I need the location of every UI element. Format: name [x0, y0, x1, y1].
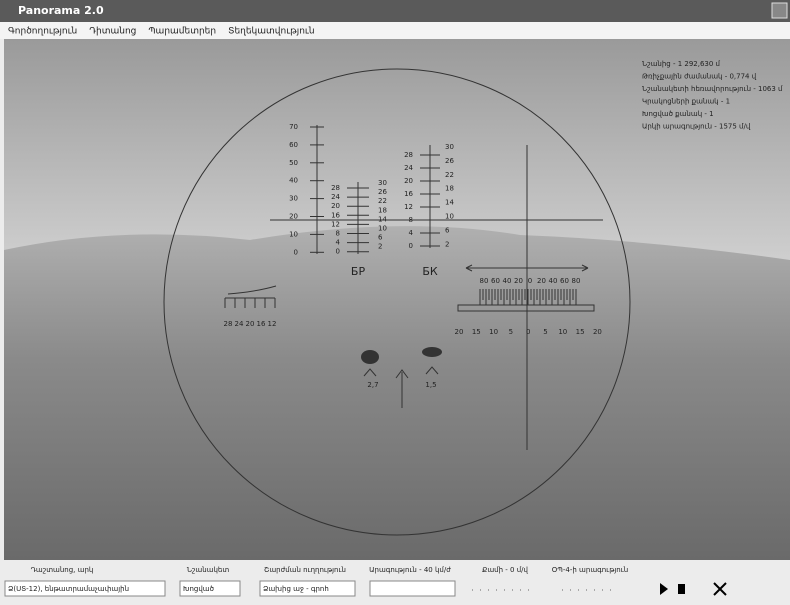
scale-label: 10	[289, 230, 298, 238]
pause-button[interactable]	[678, 584, 685, 594]
wind-label: 20	[537, 277, 546, 285]
scale-label: 18	[378, 206, 387, 214]
select-value[interactable]: Ձախից աջ - գրոհ	[263, 585, 329, 593]
title-bar	[0, 0, 790, 22]
scale-label: 28	[331, 184, 340, 192]
scale-label: 18	[445, 185, 454, 193]
wind-label: 20	[593, 328, 602, 336]
scale-label: 10	[378, 225, 387, 233]
lead-label: 28	[224, 320, 233, 328]
lead-label: 20	[246, 320, 255, 328]
br-label: БР	[351, 265, 366, 278]
control-label: ՕՊ-4-ի արագություն	[552, 566, 628, 574]
wind-label: 0	[528, 277, 532, 285]
wind-label: 40	[549, 277, 558, 285]
menu-item[interactable]: Դիտանոց	[89, 27, 136, 37]
scale-label: 8	[336, 230, 340, 238]
wind-label: 5	[509, 328, 513, 336]
scale-label: 28	[404, 151, 413, 159]
scale-label: 60	[289, 141, 298, 149]
scale-label: 2	[378, 243, 382, 251]
wind-label: 5	[543, 328, 547, 336]
scale-label: 20	[404, 177, 413, 185]
wind-label: 80	[480, 277, 489, 285]
lead-label: 12	[268, 320, 277, 328]
scale-label: 24	[331, 193, 340, 201]
scale-label: 20	[331, 202, 340, 210]
scale-label: 8	[409, 216, 413, 224]
control-label: Արագություն - 40 կմ/ժ	[369, 566, 451, 574]
control-label: Շարժման ուղղություն	[264, 566, 346, 574]
scale-label: 26	[445, 157, 454, 165]
scale-label: 14	[378, 215, 387, 223]
scale-label: 22	[378, 197, 387, 205]
scale-label: 30	[378, 179, 387, 187]
wind-label: 60	[560, 277, 569, 285]
target-label: 1,5	[425, 381, 436, 389]
wind-label: 15	[472, 328, 481, 336]
scale-label: 4	[409, 229, 414, 237]
info-line: Թռիչքային ժամանակ - 0,774 վ	[642, 73, 757, 81]
info-line: Արկի արագություն - 1575 մ/վ	[642, 123, 751, 131]
close-button[interactable]	[772, 3, 787, 18]
bk-label: БК	[422, 265, 438, 278]
select-value[interactable]: Ձ(ՍՏ-12), ենթատրամաչափային	[8, 585, 129, 593]
scale-label: 22	[445, 171, 454, 179]
scale-label: 0	[409, 242, 413, 250]
scale-label: 16	[404, 190, 413, 198]
scale-label: 26	[378, 188, 387, 196]
scene-ground	[4, 226, 790, 560]
window-title: Panorama 2.0	[18, 4, 104, 17]
info-line: Խոցված քանակ - 1	[642, 110, 714, 118]
wind-label: 40	[503, 277, 512, 285]
control-label: Դաշտանոց, արկ	[31, 566, 94, 574]
wind-label: 10	[558, 328, 567, 336]
wind-label: 60	[491, 277, 500, 285]
scale-label: 30	[289, 195, 298, 203]
lead-label: 24	[235, 320, 244, 328]
wind-label: 20	[455, 328, 464, 336]
target-label: 2,7	[367, 381, 378, 389]
scale-label: 30	[445, 143, 454, 151]
speed-slider[interactable]	[370, 581, 455, 596]
info-line: Նշանից - 1 292,630 մ	[642, 60, 721, 68]
scale-label: 50	[289, 159, 298, 167]
scale-label: 12	[404, 203, 413, 211]
info-line: Կրակոցների քանակ - 1	[642, 98, 730, 106]
control-label: Նշանակետ	[187, 566, 230, 574]
scale-label: 6	[378, 234, 383, 242]
scale-label: 2	[445, 240, 449, 248]
scale-label: 40	[289, 177, 298, 185]
wind-label: 20	[514, 277, 523, 285]
info-line: Նշանակետի հեռավորություն - 1063 մ	[642, 85, 783, 93]
menu-item[interactable]: Պարամետրեր	[148, 27, 216, 37]
scale-label: 4	[336, 239, 341, 247]
scale-label: 20	[289, 213, 298, 221]
menu-item[interactable]: Տեղեկատվություն	[228, 27, 314, 37]
wind-label: 80	[572, 277, 581, 285]
select-value[interactable]: Խոցված	[183, 585, 214, 593]
wind-label: 0	[526, 328, 530, 336]
control-label: Քամի - 0 մ/վ	[482, 566, 528, 574]
scale-label: 0	[294, 248, 298, 256]
scale-label: 14	[445, 199, 454, 207]
scale-label: 0	[336, 248, 340, 256]
wind-label: 10	[489, 328, 498, 336]
wind-label: 15	[576, 328, 585, 336]
scale-label: 70	[289, 123, 298, 131]
scale-label: 24	[404, 164, 413, 172]
lead-label: 16	[257, 320, 266, 328]
scale-label: 10	[445, 213, 454, 221]
scale-label: 12	[331, 220, 340, 228]
scale-label: 16	[331, 211, 340, 219]
menu-item[interactable]: Գործողություն	[8, 27, 77, 37]
scale-label: 6	[445, 226, 450, 234]
app-window: Panorama 2.0 Գործողություն Դիտանոց Պարամետ…	[0, 0, 790, 601]
